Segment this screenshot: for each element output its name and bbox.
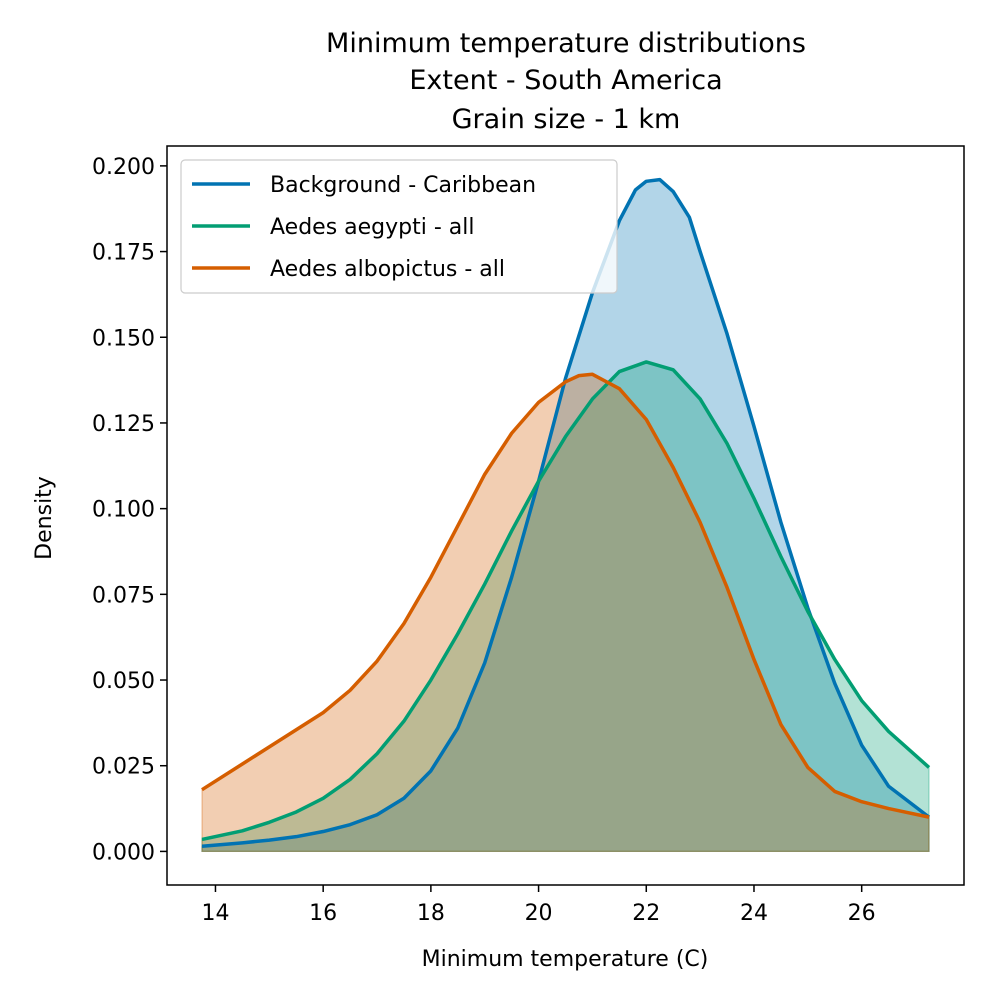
x-tick-label: 26 (848, 901, 876, 926)
legend-box (180, 159, 618, 294)
y-tick-label: 0.100 (92, 498, 155, 523)
x-axis-label: Minimum temperature (C) (422, 947, 709, 972)
y-tick-label: 0.175 (92, 241, 155, 266)
legend-label-albopictus: Aedes albopictus - all (270, 257, 505, 282)
y-tick-label: 0.000 (92, 840, 155, 865)
y-tick-label: 0.200 (92, 155, 155, 180)
x-tick-label: 14 (201, 901, 229, 926)
x-tick-label: 18 (417, 901, 445, 926)
title-line-3: Grain size - 1 km (452, 104, 681, 135)
y-tick-label: 0.025 (92, 755, 155, 780)
line-aedes-aegypti-all (201, 360, 931, 842)
x-tick-label: 24 (740, 901, 768, 926)
y-axis-label: Density (32, 476, 57, 560)
x-tick-label: 16 (309, 901, 337, 926)
legend: Background - Caribbean Aedes aegypti - a… (180, 159, 618, 294)
chart-title: Minimum temperature distributions Extent… (326, 28, 806, 135)
y-axis: 0.000 0.025 0.050 0.075 0.100 0.125 0.150 0.175… (92, 155, 167, 865)
x-tick-label: 20 (525, 901, 553, 926)
y-tick-label: 0.150 (92, 326, 155, 351)
legend-label-aegypti: Aedes aegypti - all (270, 215, 475, 240)
legend-label-background: Background - Caribbean (270, 173, 536, 198)
x-axis: 14 16 18 20 22 24 26 (201, 885, 876, 926)
x-tick-label: 22 (632, 901, 660, 926)
y-tick-label: 0.075 (92, 583, 155, 608)
y-tick-label: 0.050 (92, 669, 155, 694)
title-line-1: Minimum temperature distributions (326, 28, 806, 59)
series-layer (201, 177, 931, 853)
line-aedes-albopictus-all (201, 372, 930, 819)
plot-area-frame (166, 145, 965, 886)
y-tick-label: 0.125 (92, 412, 155, 437)
title-line-2: Extent - South America (409, 65, 722, 96)
